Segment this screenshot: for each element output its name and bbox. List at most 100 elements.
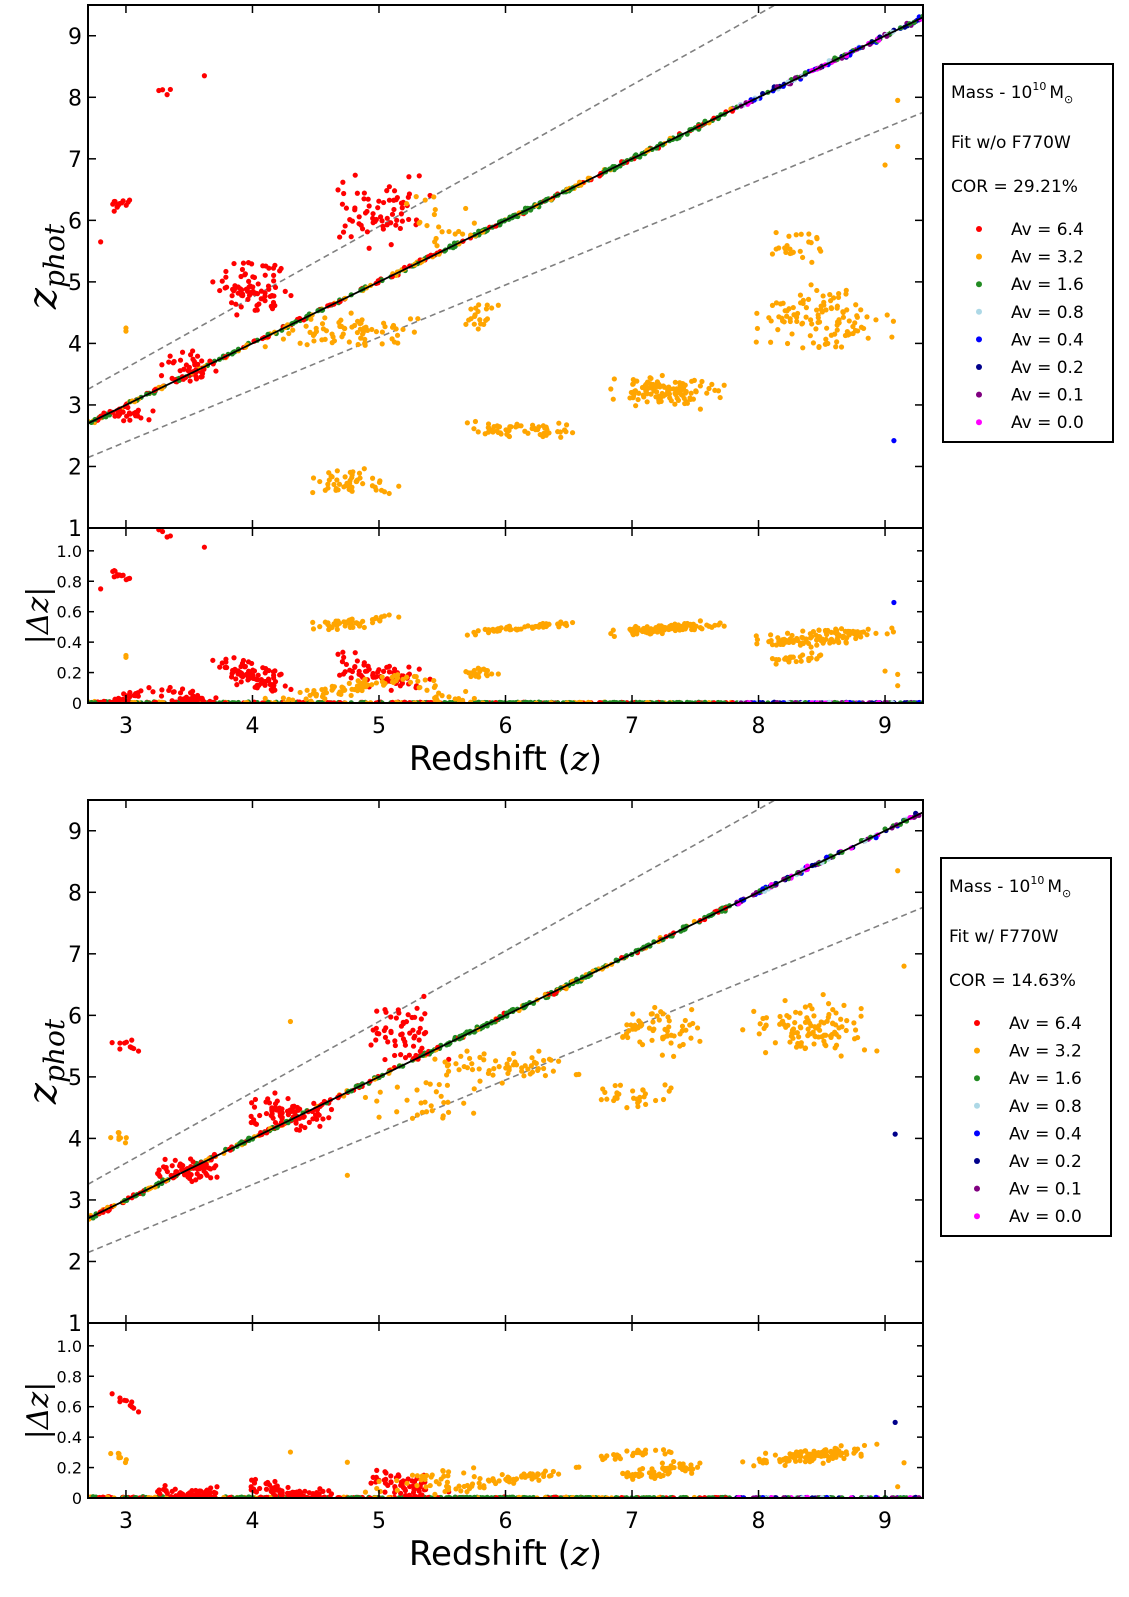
residual-point (362, 1489, 369, 1495)
residual-point (753, 633, 759, 639)
data-point (340, 179, 346, 185)
data-point (265, 1096, 271, 1102)
data-point (650, 1019, 656, 1025)
residual-point (325, 621, 331, 628)
legend-entry: Av = 0.2 (1011, 358, 1084, 378)
data-point (252, 307, 258, 313)
data-point (432, 206, 438, 213)
data-point (773, 300, 780, 306)
y-tick-label: 1 (68, 1312, 82, 1337)
data-point (827, 1033, 834, 1039)
data-point (688, 390, 694, 396)
data-point (689, 1006, 695, 1013)
residual-point (415, 678, 421, 684)
data-point (399, 218, 405, 224)
data-point (272, 1090, 278, 1096)
data-point (391, 206, 397, 213)
residual-point (649, 1466, 655, 1472)
residual-point (340, 671, 347, 677)
data-point (895, 143, 901, 150)
x-tick-label: 6 (499, 714, 513, 739)
data-point (854, 313, 860, 319)
data-point (472, 418, 479, 425)
data-point (679, 387, 685, 393)
data-point (495, 302, 501, 308)
data-point (257, 1112, 263, 1119)
residual-point (841, 1455, 847, 1462)
data-point (337, 234, 343, 240)
residual-point (214, 1484, 220, 1490)
data-point (846, 318, 852, 324)
data-point (231, 260, 237, 267)
residual-point (762, 1450, 769, 1456)
y-tick-label: 4 (68, 1127, 82, 1152)
residual-point (467, 1485, 473, 1492)
lower-outlier-line (88, 906, 923, 1254)
residual-point (298, 1490, 304, 1496)
data-point (433, 1089, 439, 1095)
residual-point (355, 678, 361, 684)
residual-point (612, 1456, 618, 1462)
data-point (661, 384, 668, 390)
data-point (648, 1011, 654, 1017)
legend-fit: Fit w/o F770W (951, 133, 1071, 153)
residual-point (773, 642, 780, 648)
legend-marker (974, 1047, 980, 1054)
residual-point (414, 1482, 420, 1489)
data-point (108, 1134, 114, 1141)
data-point (109, 1040, 115, 1046)
data-point (780, 1018, 786, 1024)
data-point (823, 1032, 829, 1038)
residual-point (310, 626, 317, 632)
data-point (423, 1029, 429, 1036)
data-point (288, 292, 294, 299)
y-tick-label: 2 (68, 455, 82, 480)
data-point (446, 228, 452, 235)
data-point (754, 310, 760, 316)
data-point (805, 1033, 811, 1039)
data-point (505, 1070, 511, 1077)
residual-point (382, 1489, 388, 1495)
data-point (830, 1007, 836, 1013)
data-point (235, 290, 241, 296)
residual-point (445, 1473, 451, 1479)
residual-point (193, 1487, 199, 1494)
data-point (796, 1034, 802, 1040)
residual-point (238, 679, 244, 685)
data-point (266, 265, 272, 271)
data-point (772, 1040, 778, 1046)
data-point (359, 317, 365, 323)
data-point (445, 1068, 452, 1074)
data-point (422, 1099, 428, 1105)
residual-point (653, 626, 660, 632)
residual-point (797, 654, 803, 660)
data-point (127, 1044, 133, 1050)
residual-point (406, 664, 412, 670)
data-point (277, 268, 283, 274)
data-point (485, 429, 491, 435)
legend-entry: Av = 0.4 (1011, 330, 1084, 350)
residual-point (391, 673, 398, 679)
residual-point (344, 1459, 350, 1465)
data-point (193, 376, 200, 382)
data-point (262, 272, 268, 278)
data-point (160, 1164, 167, 1170)
data-point (374, 1098, 380, 1104)
data-point (373, 487, 379, 493)
data-point (895, 97, 901, 103)
residual-point (335, 651, 341, 657)
data-point (506, 1056, 512, 1063)
data-point (402, 1055, 409, 1061)
data-point (569, 430, 576, 436)
residual-point (773, 657, 779, 663)
data-point (391, 339, 398, 345)
residual-point (412, 1478, 418, 1484)
data-point (373, 1037, 379, 1043)
residual-point (206, 1490, 212, 1497)
residual-point (407, 679, 414, 685)
residual-point (813, 637, 820, 643)
data-point (360, 481, 366, 487)
residual-point (374, 1467, 380, 1473)
data-point (254, 302, 260, 309)
data-point (272, 1119, 279, 1126)
